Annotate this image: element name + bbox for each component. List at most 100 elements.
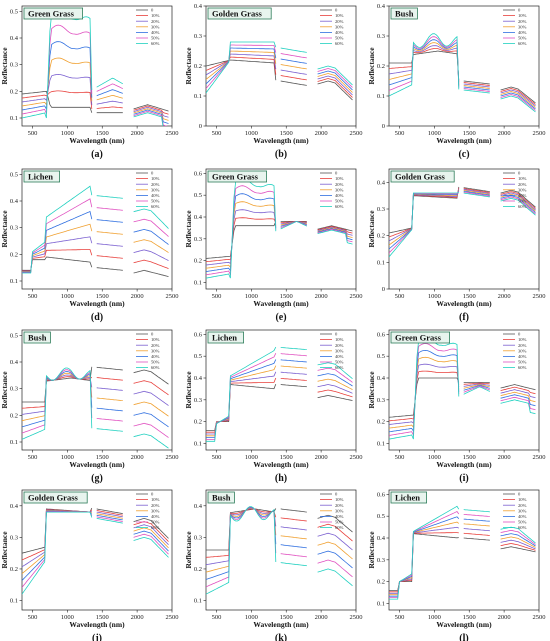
legend-label: 20%: [151, 19, 160, 24]
series-line: [389, 42, 460, 85]
series-line: [280, 365, 307, 369]
chart-panel: 500 1000 1500 2000 2500 0.1 0.2 0.3 0.4 0.5 0.6 Wav…: [367, 489, 546, 641]
legend-label: 40%: [518, 30, 527, 35]
x-tick-label: 2000: [131, 614, 144, 621]
y-tick-label: 0.5: [10, 332, 18, 339]
series-line: [500, 196, 536, 215]
series-line: [22, 507, 93, 554]
series-line: [206, 185, 277, 277]
series-line: [389, 36, 460, 91]
series-line: [500, 92, 536, 110]
legend-label: 40%: [151, 193, 160, 198]
legend-label: 20%: [335, 182, 344, 187]
series-line: [280, 517, 307, 522]
series-line: [317, 541, 353, 560]
legend-label: 0: [151, 492, 154, 497]
series-line: [206, 44, 277, 89]
panel-letter: (e): [275, 312, 286, 323]
series-line: [463, 537, 490, 541]
y-tick-label: 0.1: [194, 598, 202, 605]
panel-title-box: [207, 170, 267, 183]
series-line: [317, 367, 353, 383]
legend-label: 50%: [518, 360, 527, 365]
x-tick-label: 1000: [245, 614, 258, 621]
y-axis-label: Reflectance: [0, 210, 9, 248]
y-tick-label: 0.4: [377, 535, 386, 542]
series-line: [317, 70, 353, 91]
x-tick-label: 1000: [61, 293, 74, 300]
series-line: [96, 267, 123, 271]
series-line: [133, 259, 169, 269]
series-line: [463, 382, 490, 385]
legend-label: 60%: [518, 365, 527, 370]
x-tick-label: 500: [395, 130, 405, 137]
legend-label: 60%: [518, 41, 527, 46]
legend-label: 20%: [518, 343, 527, 348]
legend-label: 60%: [518, 204, 527, 209]
legend-label: 0: [518, 171, 521, 176]
series-line: [463, 514, 490, 517]
series-line: [133, 524, 169, 545]
y-tick-label: 0.5: [194, 192, 202, 199]
series-line: [96, 407, 123, 412]
panel-title: Lichen: [28, 172, 53, 182]
x-axis-label: Wavelength (nm): [436, 299, 492, 308]
y-tick-label: 0.5: [377, 513, 385, 520]
x-tick-label: 2000: [131, 293, 144, 300]
series-line: [133, 390, 169, 406]
series-line: [206, 56, 277, 75]
chart-panel: 500 1000 1500 2000 2500 0.1 0.2 0.3 0.4 0.5 Wavele…: [0, 5, 179, 160]
legend-label: 10%: [518, 497, 527, 502]
series-line: [389, 363, 460, 425]
x-tick-label: 1500: [463, 614, 476, 621]
x-tick-label: 500: [212, 130, 222, 137]
series-line: [500, 386, 536, 395]
series-line: [96, 366, 123, 371]
y-axis-label: Reflectance: [367, 210, 376, 248]
panel-title: Green Grass: [212, 172, 259, 182]
x-axis-label: Wavelength (nm): [69, 136, 125, 145]
y-tick-label: 0.3: [194, 534, 202, 541]
series-line: [500, 197, 536, 216]
legend-label: 50%: [151, 520, 160, 525]
legend-label: 20%: [335, 503, 344, 508]
series-line: [500, 94, 536, 111]
y-axis-label: Reflectance: [184, 531, 193, 569]
series-line: [22, 376, 93, 409]
y-tick-label: 0.2: [377, 63, 385, 70]
legend-label: 60%: [151, 41, 160, 46]
series-line: [389, 336, 460, 440]
x-tick-label: 500: [395, 454, 405, 461]
series-line: [280, 69, 307, 75]
legend-label: 10%: [335, 13, 344, 18]
series-line: [22, 223, 93, 273]
series-line: [206, 507, 277, 580]
x-tick-label: 2000: [315, 454, 328, 461]
x-tick-label: 1000: [61, 454, 74, 461]
legend-label: 50%: [518, 36, 527, 41]
series-line: [389, 356, 460, 429]
legend-label: 50%: [518, 199, 527, 204]
series-line: [96, 514, 123, 521]
legend-label: 30%: [151, 187, 160, 192]
x-tick-label: 1000: [245, 293, 258, 300]
series-line: [500, 95, 536, 113]
y-tick-label: 0.3: [10, 534, 18, 541]
series-line: [500, 195, 536, 213]
legend-label: 40%: [335, 514, 344, 519]
series-line: [280, 75, 307, 81]
series-line: [22, 73, 93, 106]
series-line: [22, 210, 93, 273]
y-tick-label: 0.4: [194, 375, 203, 382]
series-line: [500, 533, 536, 547]
y-tick-label: 0.1: [10, 115, 18, 122]
y-tick-label: 0.2: [377, 233, 385, 240]
chart-panel: 500 1000 1500 2000 2500 0.1 0.2 0.3 0.4 0.5 0.6 Wav…: [367, 329, 546, 484]
x-tick-label: 2500: [166, 293, 179, 300]
series-line: [96, 207, 123, 211]
x-tick-label: 2500: [350, 293, 363, 300]
series-line: [280, 64, 307, 70]
series-line: [463, 385, 490, 393]
y-tick-label: 0.2: [377, 579, 385, 586]
